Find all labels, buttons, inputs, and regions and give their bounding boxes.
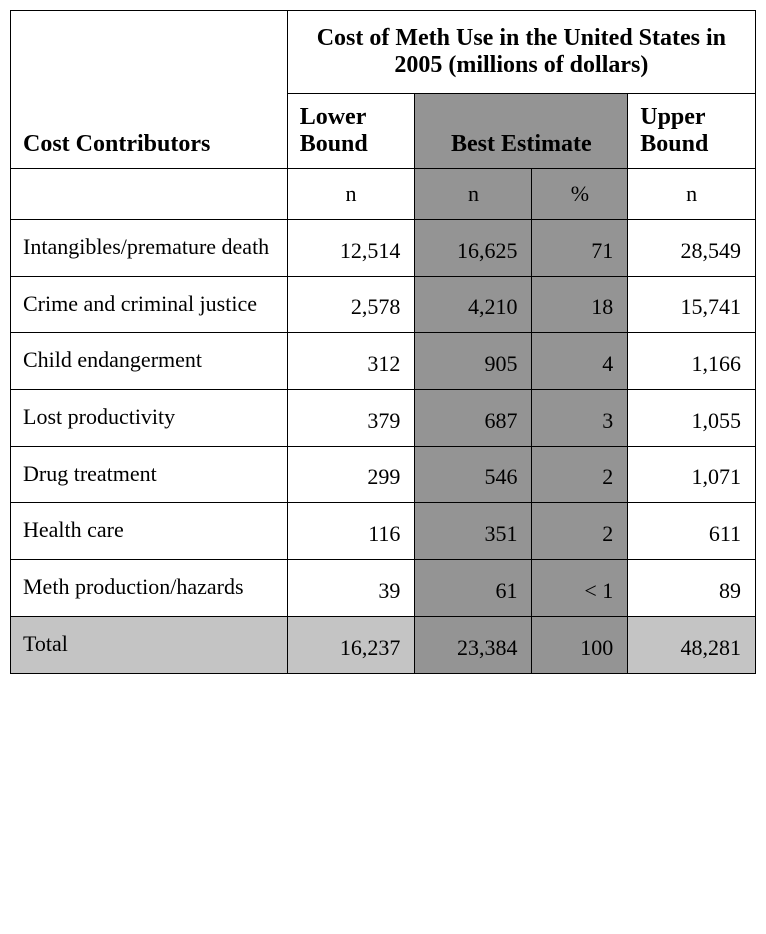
cell-lower: 2,578 xyxy=(287,276,415,333)
total-best-n: 23,384 xyxy=(415,616,532,673)
cell-upper: 1,071 xyxy=(628,446,756,503)
header-best-estimate: Best Estimate xyxy=(415,94,628,169)
cell-lower: 12,514 xyxy=(287,220,415,277)
subheader-row: n n % n xyxy=(11,169,756,220)
row-label: Drug treatment xyxy=(11,446,288,503)
cell-upper: 28,549 xyxy=(628,220,756,277)
cell-best-n: 61 xyxy=(415,560,532,617)
row-label: Child endangerment xyxy=(11,333,288,390)
cell-best-pct: < 1 xyxy=(532,560,628,617)
cell-best-pct: 2 xyxy=(532,446,628,503)
cell-lower: 312 xyxy=(287,333,415,390)
total-label: Total xyxy=(11,616,288,673)
cell-best-pct: 4 xyxy=(532,333,628,390)
cell-lower: 299 xyxy=(287,446,415,503)
header-main-title: Cost of Meth Use in the United States in… xyxy=(287,11,755,94)
row-label: Meth production/hazards xyxy=(11,560,288,617)
row-label: Health care xyxy=(11,503,288,560)
cost-table: Cost Contributors Cost of Meth Use in th… xyxy=(10,10,756,674)
cell-best-pct: 71 xyxy=(532,220,628,277)
cell-best-n: 905 xyxy=(415,333,532,390)
subheader-lower-n: n xyxy=(287,169,415,220)
table-row: Drug treatment29954621,071 xyxy=(11,446,756,503)
subheader-best-pct: % xyxy=(532,169,628,220)
table-row: Lost productivity37968731,055 xyxy=(11,390,756,447)
table-row: Crime and criminal justice2,5784,2101815… xyxy=(11,276,756,333)
cell-best-n: 16,625 xyxy=(415,220,532,277)
table-row: Health care1163512611 xyxy=(11,503,756,560)
table-body: Intangibles/premature death12,51416,6257… xyxy=(11,220,756,674)
cell-upper: 89 xyxy=(628,560,756,617)
cell-best-n: 546 xyxy=(415,446,532,503)
cell-best-n: 687 xyxy=(415,390,532,447)
total-row: Total16,23723,38410048,281 xyxy=(11,616,756,673)
subheader-blank xyxy=(11,169,288,220)
cell-best-pct: 2 xyxy=(532,503,628,560)
cell-upper: 15,741 xyxy=(628,276,756,333)
cell-best-n: 4,210 xyxy=(415,276,532,333)
subheader-best-n: n xyxy=(415,169,532,220)
header-row-1: Cost Contributors Cost of Meth Use in th… xyxy=(11,11,756,94)
cell-lower: 379 xyxy=(287,390,415,447)
row-label: Lost productivity xyxy=(11,390,288,447)
cell-upper: 1,055 xyxy=(628,390,756,447)
cell-lower: 116 xyxy=(287,503,415,560)
header-cost-contributors: Cost Contributors xyxy=(11,11,288,169)
cell-lower: 39 xyxy=(287,560,415,617)
table-row: Intangibles/premature death12,51416,6257… xyxy=(11,220,756,277)
subheader-upper-n: n xyxy=(628,169,756,220)
cell-upper: 611 xyxy=(628,503,756,560)
total-best-pct: 100 xyxy=(532,616,628,673)
cell-upper: 1,166 xyxy=(628,333,756,390)
total-upper: 48,281 xyxy=(628,616,756,673)
cell-best-pct: 3 xyxy=(532,390,628,447)
total-lower: 16,237 xyxy=(287,616,415,673)
row-label: Crime and criminal justice xyxy=(11,276,288,333)
cell-best-n: 351 xyxy=(415,503,532,560)
row-label: Intangibles/premature death xyxy=(11,220,288,277)
table-row: Child endangerment31290541,166 xyxy=(11,333,756,390)
header-lower-bound: Lower Bound xyxy=(287,94,415,169)
table-row: Meth production/hazards3961< 189 xyxy=(11,560,756,617)
header-upper-bound: Upper Bound xyxy=(628,94,756,169)
cell-best-pct: 18 xyxy=(532,276,628,333)
